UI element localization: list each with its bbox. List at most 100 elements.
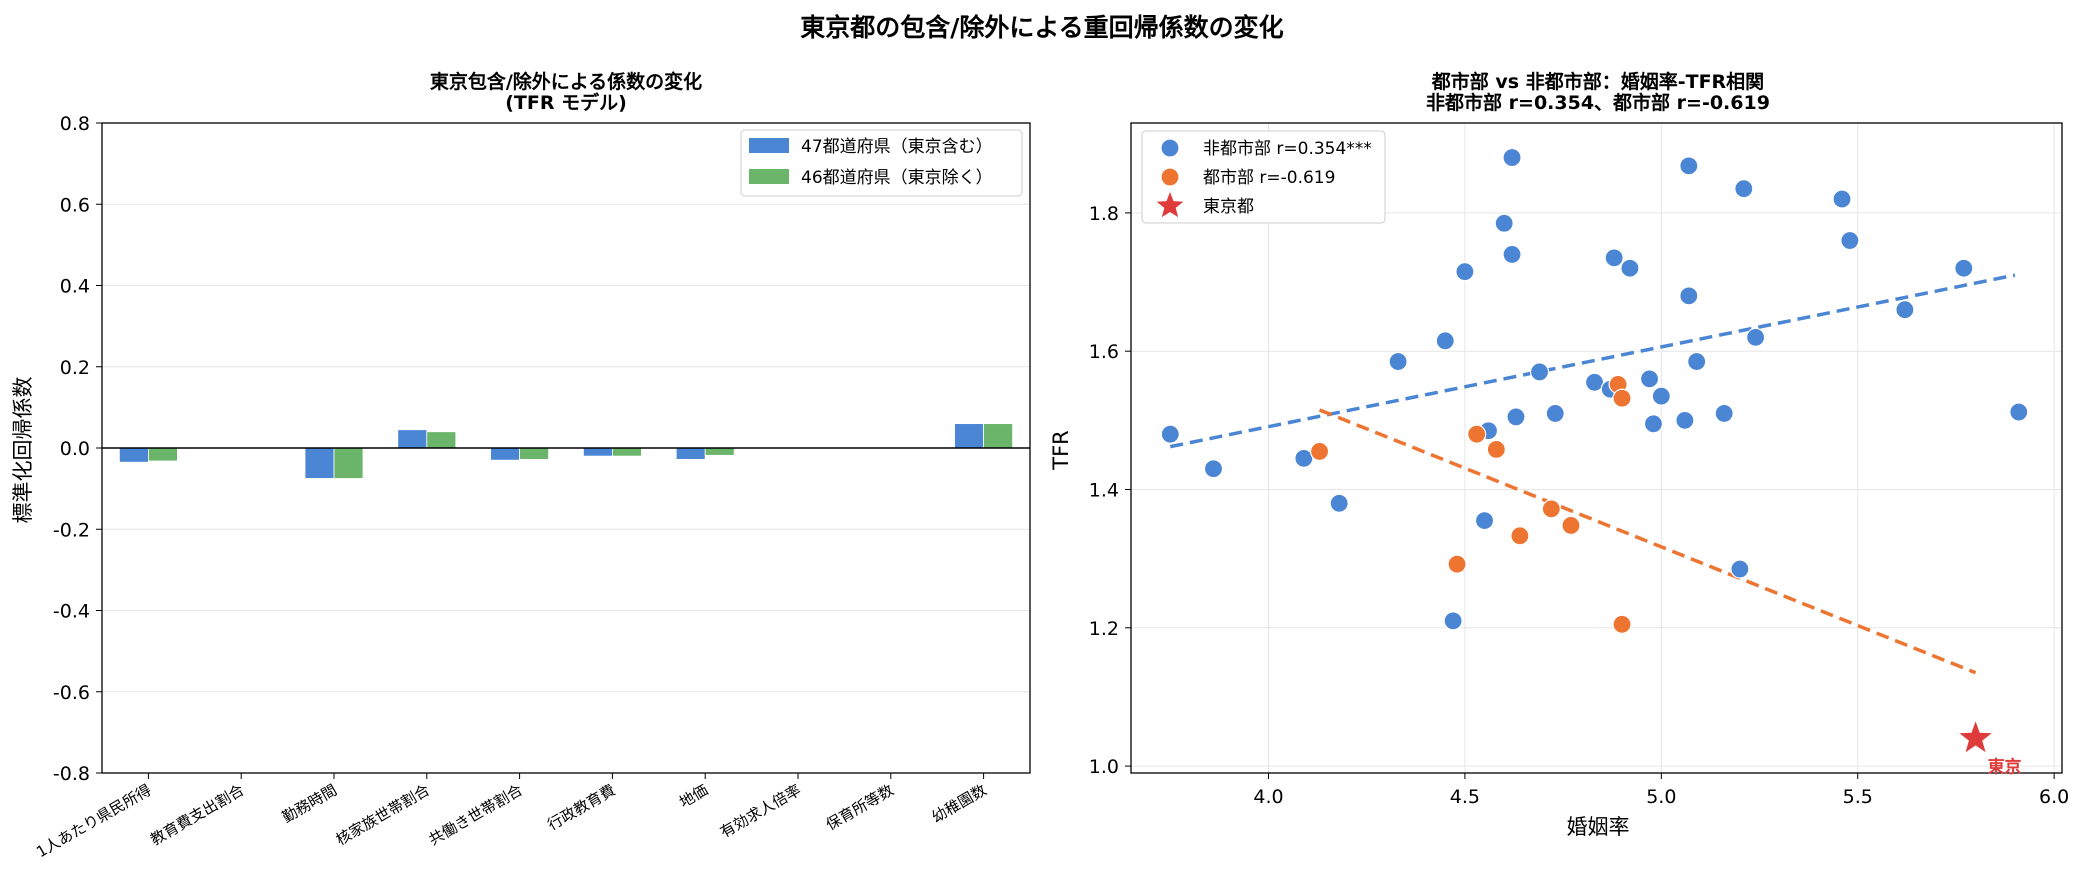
bar-y-tick-label: 0.0 bbox=[60, 438, 90, 460]
scatter-legend-marker-tokyo bbox=[1156, 192, 1184, 218]
bar-x-tick-label: 核家族世帯割合 bbox=[333, 781, 433, 849]
urban-point-0 bbox=[1309, 441, 1330, 462]
bar-chart-ylabel: 標準化回帰係数 bbox=[11, 377, 35, 524]
bar-46-9 bbox=[983, 423, 1013, 449]
scatter-chart-xlabel: 婚姻率 bbox=[1567, 815, 1630, 839]
scatter-legend-box bbox=[1141, 130, 1386, 224]
figure-suptitle: 東京都の包含/除外による重回帰係数の変化 bbox=[800, 13, 1283, 42]
bar-46-4 bbox=[519, 447, 549, 460]
scatter-legend-label-tokyo: 東京都 bbox=[1203, 197, 1254, 217]
scatter-x-tick-label: 5.5 bbox=[1843, 786, 1873, 808]
urban-point-8 bbox=[1612, 388, 1632, 408]
bar-x-tick-label: 幼稚園数 bbox=[929, 781, 990, 827]
bar-47-3 bbox=[397, 429, 428, 449]
nonurban-point-15 bbox=[1545, 403, 1565, 424]
scatter-x-tick-label: 5.0 bbox=[1646, 786, 1676, 808]
nonurban-point-11 bbox=[1502, 244, 1522, 264]
bar-legend-box bbox=[740, 129, 1023, 197]
bar-46-0 bbox=[147, 447, 178, 462]
bar-x-tick-label: 有効求人倍率 bbox=[717, 781, 804, 842]
bar-y-tick-label: 0.6 bbox=[60, 194, 90, 216]
bar-46-3 bbox=[426, 431, 457, 449]
scatter-chart-x-ticks: 4.0 4.5 5.0 5.5 6.0 bbox=[1253, 773, 2069, 808]
bar-y-tick-label: 0.2 bbox=[60, 357, 90, 379]
scatter-y-tick-label: 1.6 bbox=[1089, 341, 1119, 363]
nonurban-point-18 bbox=[1604, 248, 1624, 268]
bar-y-tick-label: -0.8 bbox=[53, 763, 90, 785]
urban-point-4 bbox=[1510, 526, 1530, 546]
trendline-urban bbox=[1318, 408, 1977, 675]
nonurban-point-23 bbox=[1675, 410, 1695, 430]
bar-46-5 bbox=[612, 447, 642, 457]
nonurban-point-5 bbox=[1435, 331, 1455, 351]
nonurban-point-35 bbox=[2009, 402, 2029, 422]
scatter-y-tick-label: 1.4 bbox=[1089, 479, 1119, 501]
nonurban-point-6 bbox=[1443, 611, 1463, 631]
bar-47-5 bbox=[583, 447, 613, 457]
bar-46-2 bbox=[333, 447, 364, 479]
bar-chart-title-line1: 東京包含/除外による係数の変化 bbox=[430, 70, 702, 93]
nonurban-point-16 bbox=[1584, 372, 1605, 392]
nonurban-point-22 bbox=[1651, 386, 1671, 406]
nonurban-point-10 bbox=[1494, 213, 1514, 233]
bar-x-tick-label: 共働き世帯割合 bbox=[426, 781, 526, 849]
scatter-x-tick-label: 4.5 bbox=[1450, 786, 1480, 808]
bar-legend-swatch-46 bbox=[749, 169, 789, 184]
scatter-y-tick-label: 1.2 bbox=[1089, 618, 1119, 640]
urban-point-9 bbox=[1612, 614, 1632, 634]
nonurban-point-25 bbox=[1679, 156, 1699, 176]
bar-y-tick-label: -0.6 bbox=[53, 682, 90, 704]
trendline-nonurban bbox=[1169, 273, 2016, 449]
bar-47-4 bbox=[490, 447, 521, 461]
scatter-chart-ylabel: TFR bbox=[1049, 430, 1073, 471]
scatter-y-tick-label: 1.8 bbox=[1089, 203, 1119, 225]
nonurban-point-32 bbox=[1840, 230, 1860, 251]
scatter-chart-trendlines bbox=[1169, 273, 2016, 675]
nonurban-point-20 bbox=[1639, 369, 1660, 389]
scatter-chart-y-ticks: 1.0 1.2 1.4 1.6 1.8 bbox=[1089, 203, 1131, 778]
bar-y-tick-label: -0.2 bbox=[53, 519, 90, 541]
bar-x-tick-label: 勤務時間 bbox=[279, 781, 340, 827]
bar-y-tick-label: 0.8 bbox=[60, 113, 90, 135]
scatter-legend-marker-nonurban bbox=[1160, 138, 1180, 158]
nonurban-point-27 bbox=[1714, 403, 1734, 424]
scatter-chart-legend: 非都市部 r=0.354*** 都市部 r=-0.619 東京都 bbox=[1141, 130, 1386, 224]
scatter-chart-gridlines bbox=[1131, 123, 2062, 773]
bar-x-tick-label: 行政教育費 bbox=[544, 781, 618, 834]
nonurban-point-1 bbox=[1203, 459, 1224, 479]
nonurban-point-0 bbox=[1160, 424, 1180, 444]
urban-point-6 bbox=[1561, 515, 1581, 536]
scatter-chart-points bbox=[1160, 147, 2029, 753]
nonurban-point-13 bbox=[1506, 407, 1526, 427]
bar-x-tick-label: 1人あたり県民所得 bbox=[33, 781, 154, 861]
scatter-chart-panel: 都市部 vs 非都市部：婚姻率-TFR相関 非都市部 r=0.354、都市部 r… bbox=[1049, 70, 2069, 839]
nonurban-point-34 bbox=[1954, 258, 1974, 278]
bar-47-9 bbox=[954, 423, 984, 449]
nonurban-point-7 bbox=[1455, 262, 1475, 282]
bar-chart-legend: 47都道府県（東京含む） 46都道府県（東京除く） bbox=[740, 129, 1023, 197]
bar-46-6 bbox=[704, 447, 735, 456]
scatter-legend-label-nonurban: 非都市部 r=0.354*** bbox=[1203, 139, 1372, 159]
nonurban-point-28 bbox=[1730, 559, 1750, 579]
scatter-chart-plot-frame bbox=[1130, 122, 2063, 774]
nonurban-point-30 bbox=[1745, 327, 1766, 347]
bar-legend-label-46: 46都道府県（東京除く） bbox=[801, 168, 993, 188]
nonurban-point-29 bbox=[1734, 179, 1754, 199]
scatter-x-tick-label: 6.0 bbox=[2039, 786, 2069, 808]
nonurban-point-31 bbox=[1832, 189, 1852, 209]
nonurban-point-19 bbox=[1620, 258, 1640, 278]
urban-point-5 bbox=[1541, 499, 1561, 519]
scatter-legend-marker-urban bbox=[1160, 167, 1180, 187]
nonurban-point-33 bbox=[1895, 300, 1915, 320]
bar-legend-label-47: 47都道府県（東京含む） bbox=[801, 137, 993, 157]
bar-chart-y-ticks: -0.8 -0.6 -0.4 -0.2 0.0 0.2 0.4 0.6 0.8 bbox=[53, 113, 102, 785]
scatter-x-tick-label: 4.0 bbox=[1253, 786, 1283, 808]
tokyo-annotation: 東京 bbox=[1988, 756, 2022, 777]
nonurban-point-2 bbox=[1294, 448, 1314, 468]
bar-chart-plot-frame bbox=[101, 122, 1031, 774]
scatter-legend-label-urban: 都市部 r=-0.619 bbox=[1203, 168, 1335, 188]
nonurban-point-3 bbox=[1329, 493, 1349, 513]
nonurban-point-4 bbox=[1388, 351, 1408, 372]
